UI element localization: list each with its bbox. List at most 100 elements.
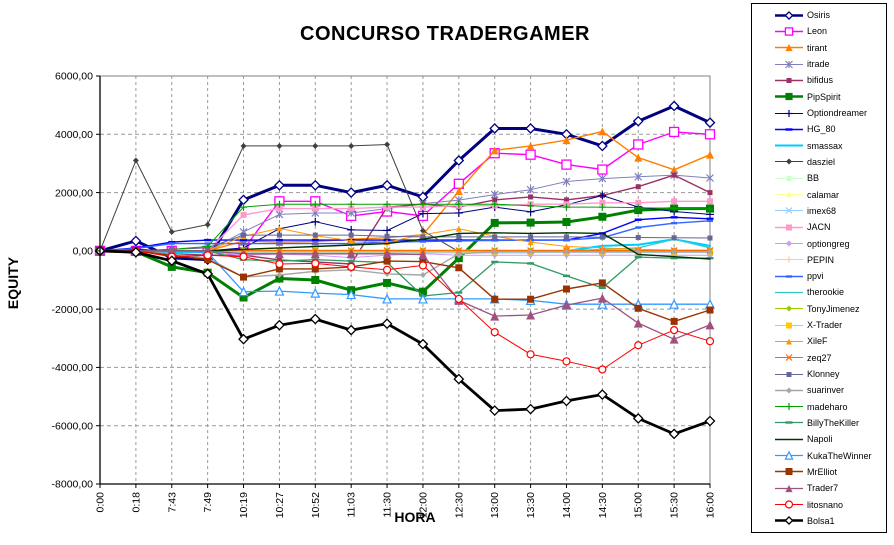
data-point-marker <box>419 227 426 234</box>
data-point-marker <box>704 117 716 129</box>
data-point-marker <box>309 179 321 191</box>
legend-label: ppvi <box>807 271 824 282</box>
data-point-marker <box>596 140 608 152</box>
legend-marker-Optiondreamer <box>775 109 803 117</box>
legend-label: zeq27 <box>807 352 832 363</box>
data-point-marker <box>490 190 499 199</box>
x-tick-label: 0:00 <box>95 492 107 513</box>
legend-label: XileF <box>807 336 828 347</box>
legend-label: HG_80 <box>807 124 836 135</box>
data-point-marker <box>383 278 392 287</box>
data-point-marker <box>599 199 606 206</box>
legend-item-Osiris: Osiris <box>756 8 886 23</box>
data-point-marker <box>130 235 142 247</box>
legend-item-JACN: JACN <box>756 220 886 235</box>
legend-item-calamar: calamar <box>756 187 886 202</box>
data-point-marker <box>348 142 355 149</box>
data-point-marker <box>311 276 320 284</box>
legend-marker-dasziel <box>775 158 803 165</box>
data-point-marker <box>562 136 571 145</box>
data-point-marker <box>384 141 391 148</box>
data-point-marker <box>345 324 357 336</box>
data-point-marker <box>274 249 284 259</box>
data-point-marker <box>704 415 716 427</box>
x-tick-label: 13:00 <box>489 492 501 518</box>
legend-label: Osiris <box>807 10 830 21</box>
data-point-marker <box>455 225 462 232</box>
x-axis-label: HORA <box>394 509 435 525</box>
data-point-marker <box>597 298 608 309</box>
data-point-marker <box>202 268 214 280</box>
data-point-marker <box>526 141 535 150</box>
data-point-marker <box>312 205 319 212</box>
data-point-marker <box>786 387 792 394</box>
data-point-marker <box>275 259 284 269</box>
data-point-marker <box>784 27 794 36</box>
data-point-marker <box>348 205 355 212</box>
legend-marker-itrade <box>775 60 803 69</box>
data-point-marker <box>707 190 713 196</box>
data-point-marker <box>563 234 569 240</box>
legend-label: optiongreg <box>807 238 850 249</box>
x-tick-label: 12:30 <box>453 492 465 518</box>
legend-label: itrade <box>807 59 830 70</box>
data-point-marker <box>562 218 571 227</box>
legend-item-tirant: tirant <box>756 40 886 55</box>
data-point-marker <box>240 273 248 281</box>
legend-item-bifidus: bifidus <box>756 73 886 88</box>
data-point-marker <box>310 249 320 259</box>
data-point-marker <box>312 142 319 149</box>
data-point-marker <box>598 212 607 221</box>
legend-label: madeharo <box>807 401 848 412</box>
data-point-marker <box>418 287 427 296</box>
legend-marker-PEPIN <box>775 256 803 263</box>
data-point-marker <box>671 198 678 205</box>
legend-item-TonyJimenez: TonyJimenez <box>756 301 886 316</box>
legend-item-HG_80: HG_80 <box>756 122 886 137</box>
legend-label: MrElliot <box>807 466 838 477</box>
legend-label: imex68 <box>807 205 837 216</box>
data-point-marker <box>706 306 714 314</box>
legend-item-MrElliot: MrElliot <box>756 464 886 479</box>
data-point-marker <box>525 123 537 134</box>
legend-marker-smassax <box>775 144 803 147</box>
data-point-marker <box>632 115 644 127</box>
data-point-marker <box>238 333 249 345</box>
data-point-marker <box>490 311 500 321</box>
data-point-marker <box>455 247 463 254</box>
data-point-marker <box>167 262 176 271</box>
data-point-marker <box>275 265 283 273</box>
data-point-marker <box>786 240 792 247</box>
data-point-marker <box>275 210 284 219</box>
y-tick-label: -6000,00 <box>52 420 94 432</box>
legend-label: Klonney <box>807 369 840 380</box>
x-tick-label: 16:00 <box>705 492 717 518</box>
data-point-marker <box>669 334 679 344</box>
data-point-marker <box>785 484 793 492</box>
legend-item-dasziel: dasziel <box>756 154 886 169</box>
data-point-marker <box>420 234 426 240</box>
data-point-marker <box>632 413 644 424</box>
data-point-marker <box>276 272 283 279</box>
series-line-Bolsa1 <box>98 249 712 436</box>
data-point-marker <box>204 221 211 228</box>
data-point-marker <box>634 341 643 350</box>
data-point-marker <box>599 234 605 240</box>
legend-label: Napoli <box>807 434 833 445</box>
legend-item-Optiondreamer: Optiondreamer <box>756 106 886 121</box>
data-point-marker <box>492 197 498 203</box>
data-point-marker <box>381 179 393 191</box>
data-point-marker <box>528 234 534 240</box>
data-point-marker <box>310 287 321 298</box>
data-point-marker <box>417 338 429 350</box>
data-point-marker <box>132 157 139 164</box>
y-axis-label: EQUITY <box>5 256 21 309</box>
data-point-marker <box>347 262 356 271</box>
data-point-marker <box>634 304 642 312</box>
series-line-HG_80 <box>99 216 711 252</box>
legend-item-zeq27: zeq27 <box>756 350 886 365</box>
data-point-marker <box>670 165 679 174</box>
data-point-marker <box>705 320 715 330</box>
data-point-marker <box>241 232 247 238</box>
legend-marker-madeharo <box>775 403 803 411</box>
